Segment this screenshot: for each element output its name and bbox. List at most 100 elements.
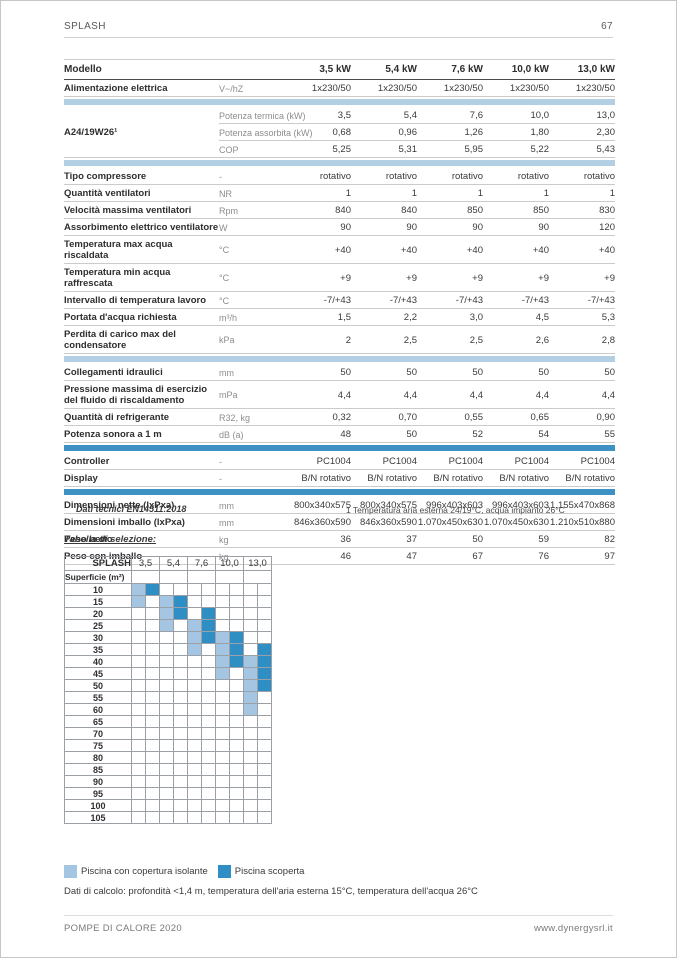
sel-grid-cell [229, 631, 244, 644]
sel-grid-cell [173, 703, 188, 716]
sel-grid-cell [201, 607, 216, 620]
sel-surface-label: 20 [64, 607, 132, 620]
spec-value: 10,0 [483, 107, 549, 124]
sel-data-row: 100 [64, 799, 272, 812]
spec-row: Potenza sonora a 1 m dB (a) 48 50 52 54 55 [64, 425, 615, 443]
selection-table-title: Tabella di selezione: [64, 534, 157, 545]
sel-grid-cell [131, 811, 146, 824]
sel-grid-cell [187, 619, 202, 632]
spec-row-unit: - [219, 469, 285, 487]
sel-grid-cell [145, 631, 160, 644]
sel-grid-cell [187, 679, 202, 692]
sel-grid-cell [159, 811, 174, 824]
sel-grid-cell [215, 655, 230, 668]
calc-note: Dati di calcolo: profondità <1,4 m, temp… [64, 886, 478, 897]
spec-row: Assorbimento elettrico ventilatore W 90 90 9… [64, 218, 615, 236]
spec-value: 82 [549, 530, 615, 548]
spec-table: Modello 3,5 kW 5,4 kW 7,6 kW 10,0 kW 13,0 kW A… [64, 59, 615, 565]
spec-row: Display - B/N rotativo B/N rotativo B/N rota… [64, 469, 615, 487]
sel-grid-cell [187, 727, 202, 740]
sel-grid-cell [215, 799, 230, 812]
sel-grid-cell [131, 583, 146, 596]
sel-grid-cell [257, 763, 272, 776]
sel-grid-cell [187, 607, 202, 620]
sel-grid-cell [131, 715, 146, 728]
spec-value: 50 [417, 364, 483, 381]
spec-value: 1x230/50 [285, 79, 351, 97]
sel-grid-cell [173, 583, 188, 596]
sel-grid-cell [243, 751, 258, 764]
spec-row-unit: - [219, 453, 285, 470]
sel-data-row: 70 [64, 727, 272, 740]
sel-data-row: 60 [64, 703, 272, 716]
spec-separator-cell [64, 158, 615, 169]
spec-row-unit: °C [219, 235, 285, 264]
sel-grid-cell [243, 763, 258, 776]
spec-value: +9 [285, 263, 351, 292]
sel-surface-label: 75 [64, 739, 132, 752]
spec-value: 4,4 [351, 380, 417, 409]
sel-grid-cell [201, 715, 216, 728]
spec-value: 90 [483, 218, 549, 236]
spec-row-label: Tipo compressore [64, 168, 219, 185]
spec-row: Temperatura min acqua raffrescata °C +9 +9 +… [64, 263, 615, 292]
sel-surface-label: 90 [64, 775, 132, 788]
page-number: 67 [601, 21, 613, 32]
sel-grid-cell [229, 583, 244, 596]
sel-surface-label: 45 [64, 667, 132, 680]
sel-data-row: 50 [64, 679, 272, 692]
spec-row-label: Display [64, 469, 219, 487]
sel-grid-cell [187, 799, 202, 812]
spec-row-label: Temperatura max acqua riscaldata [64, 235, 219, 264]
sel-grid-cell [131, 799, 146, 812]
spec-value: 54 [483, 425, 549, 443]
spec-value: 50 [549, 364, 615, 381]
sel-model-subcell [187, 570, 216, 584]
spec-row-label: Peso netto [64, 530, 219, 548]
sel-grid-cell [229, 715, 244, 728]
sel-subheader-row: Superficie (m²) [64, 570, 272, 584]
spec-row-unit: m³/h [219, 308, 285, 326]
sel-grid-cell [145, 703, 160, 716]
sel-grid-cell [215, 607, 230, 620]
spec-footnote: 1 Temperatura aria esterna 24/19°C, acqu… [346, 505, 565, 515]
sel-grid-cell [145, 691, 160, 704]
sel-grid-cell [145, 811, 160, 824]
spec-value: PC1004 [285, 453, 351, 470]
spec-row-unit: W [219, 218, 285, 236]
sel-grid-cell [187, 751, 202, 764]
sel-surface-label: 60 [64, 703, 132, 716]
spec-value: 50 [417, 530, 483, 548]
sel-surface-label: 10 [64, 583, 132, 596]
sel-grid-cell [201, 679, 216, 692]
spec-row-unit: °C [219, 291, 285, 309]
spec-value: 0,65 [483, 408, 549, 426]
sel-grid-cell [229, 691, 244, 704]
sel-grid-cell [131, 619, 146, 632]
sel-grid-cell [187, 739, 202, 752]
sel-grid-cell [145, 763, 160, 776]
sel-grid-cell [131, 703, 146, 716]
sel-grid-cell [229, 667, 244, 680]
spec-value: 1,5 [285, 308, 351, 326]
spec-value: +9 [417, 263, 483, 292]
sel-grid-cell [131, 775, 146, 788]
spec-row-label: Dimensioni imballo (lxPxa) [64, 513, 219, 531]
sel-grid-cell [257, 595, 272, 608]
sel-grid-cell [257, 715, 272, 728]
sel-grid-cell [173, 727, 188, 740]
spec-value: +9 [549, 263, 615, 292]
spec-value: PC1004 [549, 453, 615, 470]
spec-row-unit: mm [219, 364, 285, 381]
spec-value: 1.155x470x868 [549, 497, 615, 514]
spec-row: Velocità massima ventilatori Rpm 840 840 850… [64, 201, 615, 219]
spec-value: 0,68 [285, 123, 351, 141]
sel-grid-cell [229, 799, 244, 812]
spec-row: Alimentazione elettrica V~/hZ 1x230/50 1x23… [64, 79, 615, 97]
spec-value: rotativo [549, 168, 615, 185]
sel-grid-cell [187, 763, 202, 776]
sel-grid-cell [131, 655, 146, 668]
spec-value: +9 [483, 263, 549, 292]
sel-grid-cell [243, 739, 258, 752]
sel-grid-cell [145, 655, 160, 668]
